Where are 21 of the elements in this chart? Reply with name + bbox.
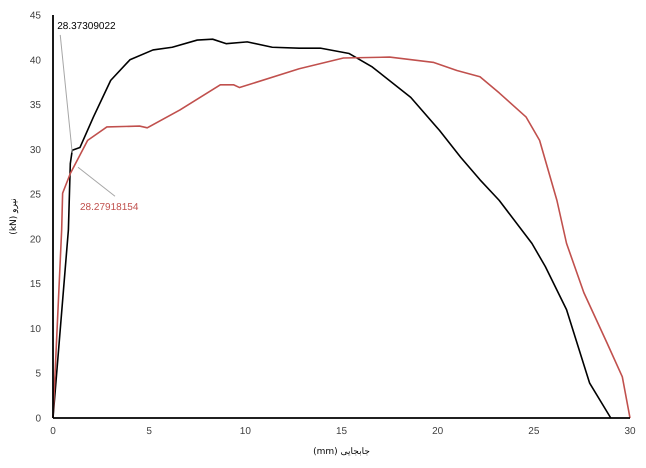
annotation: 28.37309022 [57,20,116,32]
x-axis-title: جابجایی (mm) [313,447,370,457]
y-tick-label: 0 [35,414,42,424]
x-tick-label: 30 [624,426,636,437]
y-tick-label: 20 [30,234,42,246]
y-tick-label: 30 [30,144,42,156]
y-tick-label: 25 [30,190,42,201]
x-tick-label: 5 [146,426,152,437]
y-tick-label: 5 [35,368,42,380]
x-tick-label: 0 [50,426,56,437]
x-tick-label: 15 [336,426,348,437]
annotation: 28.27918154 [80,202,139,214]
x-tick-label: 10 [240,426,252,437]
y-tick-label: 45 [30,10,42,22]
x-tick-label: 20 [432,426,444,437]
y-axis-title: نیرو (kN) [9,198,19,235]
y-tick-label: 35 [30,100,42,112]
y-tick-label: 15 [30,279,42,290]
x-tick-label: 25 [528,426,540,437]
y-tick-label: 10 [30,324,42,335]
y-tick-label: 40 [30,55,42,66]
